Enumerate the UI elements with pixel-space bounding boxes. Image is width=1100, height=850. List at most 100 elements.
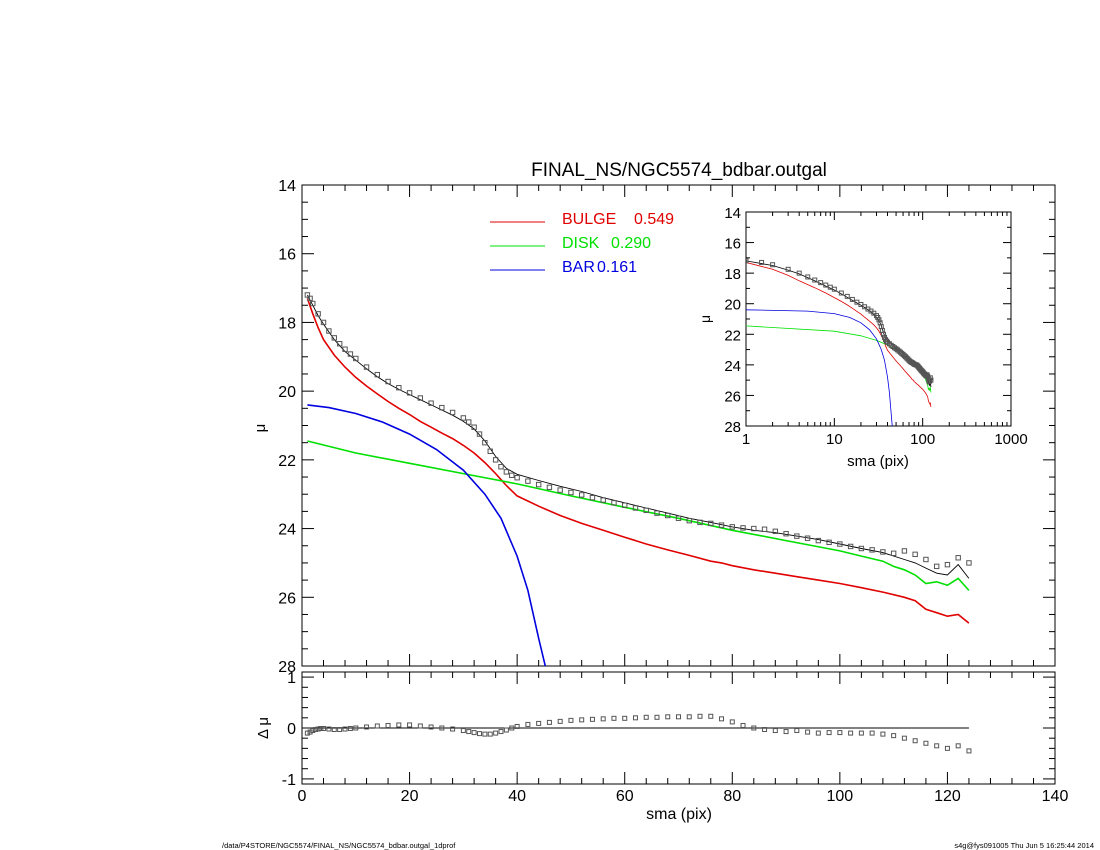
residual-data-point [312,727,318,733]
observed-data-point [466,419,472,425]
observed-data-point [622,502,628,508]
inset-y-tick-label: 22 [724,327,741,344]
legend-bar-name: BAR [562,259,595,276]
observed-data-point [600,497,606,503]
inset-y-tick-label: 16 [724,236,741,253]
observed-data-point [794,533,800,539]
observed-data-point [815,537,822,544]
observed-data-point [718,522,725,528]
inset-ticks: 14 16 18 20 22 24 26 281 10 100 1000 [724,205,1027,448]
chart-title: FINAL_NS/NGC5574_bdbar.outgal [531,160,827,181]
inset-observed-point [884,338,890,344]
observed-data-point [944,561,951,568]
observed-data-point [751,525,757,532]
residual-data-point [407,722,413,728]
footer-path: /data/P4STORE/NGC5574/FINAL_NS/NGC5574_b… [222,841,456,850]
main-data-clipped [304,292,972,666]
residual-data-point [632,715,638,721]
observed-data-point [449,409,456,416]
observed-data-point [331,335,337,341]
residual-data-point [326,726,332,732]
inset-y-label: μ [697,315,713,323]
x-tick-label: 60 [616,788,634,805]
observed-data-point [347,351,354,357]
inset-observed-point [849,296,855,302]
observed-data-point [363,364,370,370]
residual-data-point [762,727,768,733]
main-y-tick-label: 28 [278,659,296,676]
residual-data-point [514,723,520,729]
inset-observed-point [785,266,791,272]
observed-data-point [933,563,940,570]
residual-data-point [891,733,897,739]
observed-data-point [546,484,553,491]
observed-data-point [761,526,768,532]
inset-x-tick-label: 100 [910,431,935,448]
inset-total-line [746,260,932,388]
residual-data-point [805,729,811,735]
residual-data-point [331,727,337,733]
residual-data-point [364,724,370,730]
residual-data-point [934,743,940,749]
observed-data-point [632,505,639,511]
legend: BULGE 0.549 DISK 0.290 BAR 0.161 [490,211,674,276]
observed-data-point [708,520,714,527]
observed-data-point [353,355,359,362]
inset-observed-point [805,274,811,280]
residual-data-point [353,725,359,731]
observed-data-point [589,494,596,501]
residual-data-point [794,728,800,734]
residual-data-point [546,719,552,725]
residual-data-point [665,714,671,720]
legend-bar-value: 0.161 [597,259,637,276]
main-y-tick-label: 22 [278,453,296,470]
residual-data-point [643,714,649,720]
inset-data [746,258,934,426]
residual-data-point [901,735,907,741]
observed-data-point [498,464,504,470]
residual-data-point [385,722,391,728]
observed-data-point [697,519,703,526]
residual-data-point [654,714,660,720]
inset-observed-point [844,293,850,299]
residual-y-tick-label: 0 [287,721,296,738]
observed-data-point [320,319,327,326]
observed-data-point [535,481,542,488]
residual-data-point [536,720,542,726]
observed-data-point [611,500,617,506]
inset-observed-point [838,290,844,296]
observed-data-point [858,545,865,552]
observed-data-point [396,385,402,391]
main-y-tick-label: 16 [278,247,296,264]
main-panel: 14 16 18 20 22 24 26 28 μ BULGE 0.549 DISK 0.29… [252,178,1056,676]
observed-data-point [310,300,316,307]
residual-data-point [476,731,482,737]
bar-profile-line [307,404,547,666]
residual-data-point [321,726,327,732]
inset-observed-point [876,317,882,323]
inset-observed-point [770,262,776,268]
residual-data-point [493,730,499,736]
residual-data-point [708,713,714,719]
observed-data-point [654,510,660,516]
residual-data-point [751,725,757,731]
observed-data-point [509,472,515,479]
observed-data-point [880,549,886,555]
inset-observed-point [746,258,749,264]
inset-observed-point [818,280,824,286]
observed-data-point [901,548,908,554]
residual-data-point [310,728,316,734]
x-tick-label: 40 [508,788,526,805]
observed-data-point [966,560,972,566]
observed-data-point [568,489,574,496]
residual-data-point [471,730,477,736]
residual-data-point [374,723,380,729]
observed-data-point [471,424,477,430]
inset-data-clipped [746,258,934,426]
observed-data-point [847,543,854,550]
observed-data-point [492,457,499,463]
observed-data-point [955,555,961,561]
residual-y-tick-label: 1 [287,670,296,687]
